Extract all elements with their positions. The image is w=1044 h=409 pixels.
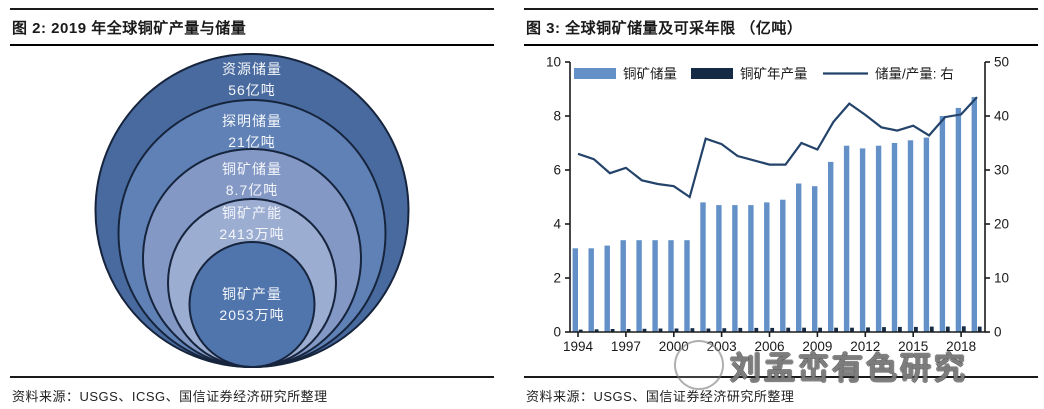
svg-text:0: 0 xyxy=(994,325,1002,340)
figure3-body: 0 2 4 6 8 10 0 10 20 30 40 50 1994 1997 2000 2003 2006 20… xyxy=(524,46,1038,390)
figure3-title-rule xyxy=(524,44,1038,46)
bars-production xyxy=(578,326,982,332)
x-axis-labels: 1994 1997 2000 2003 2006 2009 2012 2015 2018 xyxy=(563,339,976,354)
venn-label-0: 资源储量 56亿吨 xyxy=(222,61,282,98)
svg-text:20: 20 xyxy=(994,217,1009,232)
figure2-source: 资料来源：USGS、ICSG、国信证券经济研究所整理 xyxy=(12,389,328,404)
svg-text:2003: 2003 xyxy=(707,339,737,354)
svg-text:2006: 2006 xyxy=(754,339,784,354)
svg-text:1997: 1997 xyxy=(611,339,641,354)
svg-text:2: 2 xyxy=(553,271,561,286)
legend: 铜矿储量 铜矿年产量 储量/产量: 右 xyxy=(574,67,954,82)
legend-swatch-reserves xyxy=(574,68,616,79)
figure2-title-rule xyxy=(10,44,494,46)
venn-ring-4 xyxy=(188,241,316,368)
figure2-body: 资源储量 56亿吨 探明储量 21亿吨 铜矿储量 8.7亿吨 铜矿产能 2413万吨 铜矿产量 2… xyxy=(10,46,494,376)
axes xyxy=(565,61,990,337)
svg-text:50: 50 xyxy=(994,55,1009,70)
svg-text:30: 30 xyxy=(994,163,1009,178)
figure3-source: 资料来源：USGS、国信证券经济研究所整理 xyxy=(526,389,795,404)
nested-circles-diagram: 资源储量 56亿吨 探明储量 21亿吨 铜矿储量 8.7亿吨 铜矿产能 2413万吨 铜矿产量 2… xyxy=(10,46,494,376)
y-axis-right-labels: 0 10 20 30 40 50 xyxy=(994,55,1009,340)
svg-text:铜矿储量: 铜矿储量 xyxy=(623,67,677,82)
figure2-panel: 图 2: 2019 年全球铜矿产量与储量 资源储量 56亿吨 探明储量 21亿吨 铜矿储… xyxy=(0,0,512,409)
svg-text:4: 4 xyxy=(553,217,561,232)
figure2-top-rule xyxy=(10,8,494,10)
venn-label-4: 铜矿产量 2053万吨 xyxy=(219,286,285,323)
figure2-title: 图 2: 2019 年全球铜矿产量与储量 xyxy=(12,20,247,37)
svg-text:10: 10 xyxy=(546,55,561,70)
venn-label-1: 探明储量 21亿吨 xyxy=(222,113,282,150)
svg-text:铜矿年产量: 铜矿年产量 xyxy=(740,67,808,82)
legend-swatch-production xyxy=(691,68,733,79)
reserves-chart: 0 2 4 6 8 10 0 10 20 30 40 50 1994 1997 2000 2003 2006 20… xyxy=(524,46,1038,376)
figure2-footer-rule xyxy=(10,376,494,378)
figure3-title: 图 3: 全球铜矿储量及可采年限 （亿吨） xyxy=(526,20,803,37)
svg-text:6: 6 xyxy=(553,163,561,178)
svg-text:40: 40 xyxy=(994,109,1009,124)
svg-text:0: 0 xyxy=(553,325,561,340)
svg-text:2000: 2000 xyxy=(659,339,689,354)
figure3-footer-rule xyxy=(524,376,1038,378)
svg-text:储量/产量: 右: 储量/产量: 右 xyxy=(875,67,954,82)
svg-text:2012: 2012 xyxy=(850,339,880,354)
y-axis-left-labels: 0 2 4 6 8 10 xyxy=(546,55,562,340)
svg-text:2009: 2009 xyxy=(802,339,832,354)
svg-text:8: 8 xyxy=(553,109,561,124)
svg-text:2015: 2015 xyxy=(898,339,928,354)
reserves-chart-svg: 0 2 4 6 8 10 0 10 20 30 40 50 1994 1997 2000 2003 2006 20… xyxy=(546,55,1009,355)
figure3-panel: 图 3: 全球铜矿储量及可采年限 （亿吨） 0 2 4 6 8 10 0 10 20 30 40 50… xyxy=(512,0,1044,409)
svg-text:2018: 2018 xyxy=(946,339,976,354)
venn-label-2: 铜矿储量 8.7亿吨 xyxy=(222,161,282,198)
svg-text:10: 10 xyxy=(994,271,1009,286)
svg-text:1994: 1994 xyxy=(563,339,594,354)
bars-reserves xyxy=(572,97,977,333)
venn-label-3: 铜矿产能 2413万吨 xyxy=(219,205,285,242)
ratio-line xyxy=(577,96,978,199)
figure3-top-rule xyxy=(524,8,1038,10)
